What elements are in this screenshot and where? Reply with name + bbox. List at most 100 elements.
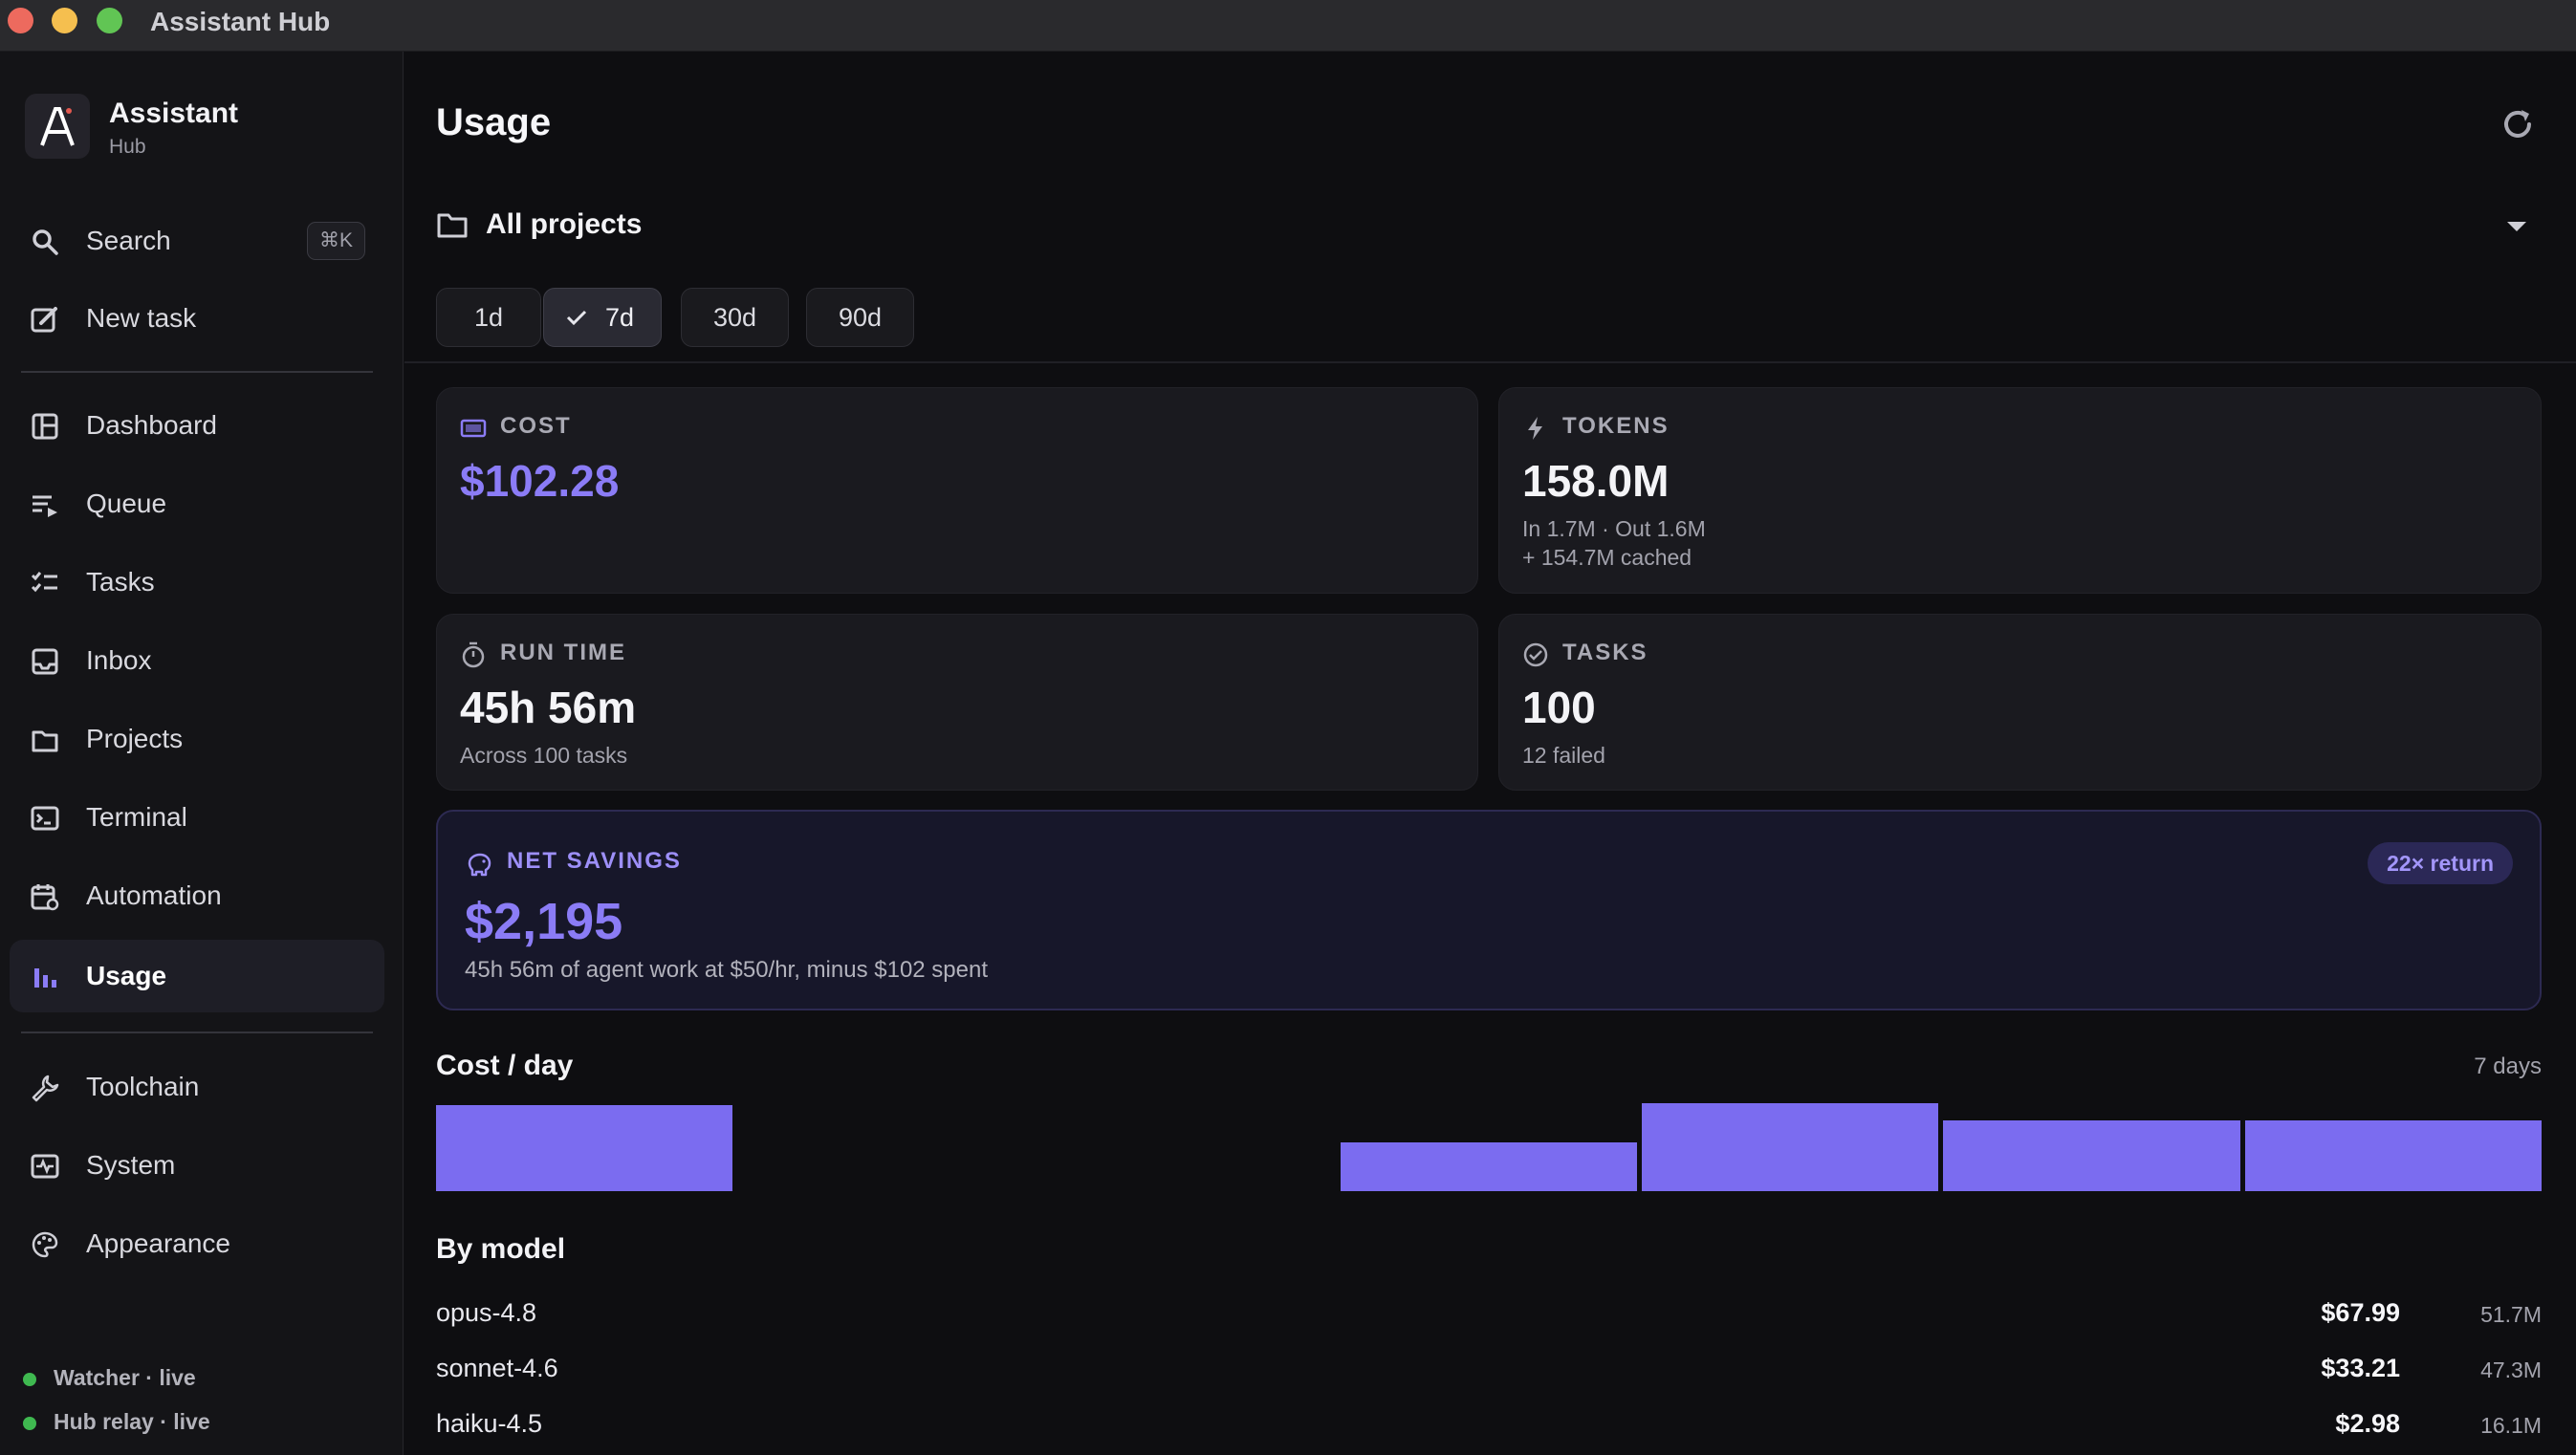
sidebar-item-label: Usage [86,961,167,990]
range-7d-button[interactable]: 7d [543,288,662,347]
model-tokens: 16.1M [2480,1413,2542,1438]
sidebar-item-system[interactable]: System [10,1129,384,1202]
brand-subtitle: Hub [109,136,146,158]
sidebar-item-terminal[interactable]: Terminal [10,781,384,854]
model-row: opus-4.8 $67.99 51.7M [436,1294,2542,1333]
net-savings-card: NET SAVINGS $2,195 45h 56m of agent work… [436,810,2542,1010]
refresh-icon[interactable] [2499,105,2537,143]
sidebar-item-label: Queue [86,489,167,518]
sidebar-item-inbox[interactable]: Inbox [10,624,384,697]
bar-chart-icon [34,968,56,988]
sidebar-item-projects[interactable]: Projects [10,703,384,775]
status-dot [23,1373,36,1386]
status-dot [23,1417,36,1430]
range-30d-button[interactable]: 30d [681,288,789,347]
sidebar-item-label: Toolchain [86,1072,200,1101]
tokens-card: TOKENS 158.0M In 1.7M · Out 1.6M + 154.7… [1498,387,2542,594]
new-task-button[interactable]: New task [10,282,384,355]
cost-bar [436,1105,733,1191]
automation-icon [31,884,59,911]
wrench-icon [32,1075,59,1102]
range-label: 90d [838,303,883,332]
range-label: 7d [604,303,635,332]
sidebar-item-dashboard[interactable]: Dashboard [10,389,384,462]
window-title: Assistant Hub [150,7,331,36]
palette-icon [32,1231,58,1258]
chevron-down-icon [2507,222,2526,231]
main-content: Usage All projects 1d 7d 30d 90d COST [404,52,2576,1455]
sidebar-item-automation[interactable]: Automation [10,859,384,932]
range-label: 1d [473,303,504,332]
cost-card: COST $102.28 [436,387,1478,594]
search-button[interactable]: Search ⌘K [10,205,384,277]
model-cost: $33.21 [2321,1354,2400,1382]
brand-name: Assistant [109,98,239,129]
net-savings-value: $2,195 [465,893,623,950]
folder-icon [32,730,58,752]
sidebar-item-label: Dashboard [86,410,217,440]
sidebar-item-label: Terminal [86,802,187,832]
net-savings-description: 45h 56m of agent work at $50/hr, minus $… [465,957,989,983]
new-task-label: New task [86,303,197,333]
brand[interactable]: Assistant Hub [25,94,369,164]
banknote-icon [460,419,487,438]
cost-value: $102.28 [460,456,620,506]
sidebar-item-label: Tasks [86,567,155,597]
sidebar-item-label: Appearance [86,1228,231,1258]
model-tokens: 47.3M [2480,1357,2542,1382]
compose-icon [31,307,57,333]
tokens-cached: + 154.7M cached [1522,545,1692,570]
minimize-window-button[interactable] [52,8,77,33]
sidebar-item-label: Automation [86,880,222,910]
run-time-sub: Across 100 tasks [460,743,628,768]
search-label: Search [86,226,171,255]
system-icon [31,1154,59,1179]
close-window-button[interactable] [8,8,33,33]
range-label: 30d [712,303,757,332]
run-time-card: RUN TIME 45h 56m Across 100 tasks [436,614,1478,791]
dashboard-icon [32,413,58,440]
run-time-label: RUN TIME [500,640,626,665]
zoom-window-button[interactable] [97,8,122,33]
tasks-label: TASKS [1562,640,1648,665]
sidebar-item-usage[interactable]: Usage [10,940,384,1012]
cost-bar [1340,1142,1638,1191]
tasks-icon [31,572,57,593]
project-filter-dropdown[interactable]: All projects [436,205,2540,247]
sidebar-item-label: Projects [86,724,184,753]
check-icon [566,310,587,326]
sidebar-item-toolchain[interactable]: Toolchain [10,1051,384,1123]
tokens-value: 158.0M [1522,456,1670,506]
cost-bar [1943,1120,2240,1191]
sidebar-item-tasks[interactable]: Tasks [10,546,384,619]
search-icon [33,229,58,255]
queue-icon [33,495,57,517]
sidebar-item-queue[interactable]: Queue [10,467,384,540]
model-row: haiku-4.5 $2.98 16.1M [436,1405,2542,1444]
lightning-icon [1528,417,1542,440]
folder-icon [437,213,468,238]
project-filter-label: All projects [486,208,643,240]
sidebar-item-label: Inbox [86,645,152,675]
run-time-value: 45h 56m [460,683,637,732]
sidebar-divider [21,1032,373,1033]
by-model-title: By model [436,1233,566,1265]
sidebar: Assistant Hub Search ⌘K New task Dashboa… [0,52,404,1455]
status-label: Hub relay · live [54,1409,210,1434]
cost-per-day-chart [436,1103,2542,1191]
tasks-card: TASKS 100 12 failed [1498,614,2542,791]
assistant-logo-icon [40,107,75,146]
sidebar-item-appearance[interactable]: Appearance [10,1207,384,1280]
stopwatch-icon [462,641,485,668]
header-divider [404,361,2576,363]
range-90d-button[interactable]: 90d [806,288,914,347]
terminal-icon [31,806,59,831]
piggy-bank-icon [468,853,491,877]
model-row: sonnet-4.6 $33.21 47.3M [436,1350,2542,1388]
cost-bar [2244,1120,2542,1191]
status-label: Watcher · live [54,1365,196,1390]
net-savings-label: NET SAVINGS [507,848,682,874]
inbox-icon [32,648,58,675]
brand-logo [25,94,90,159]
range-1d-button[interactable]: 1d [436,288,541,347]
